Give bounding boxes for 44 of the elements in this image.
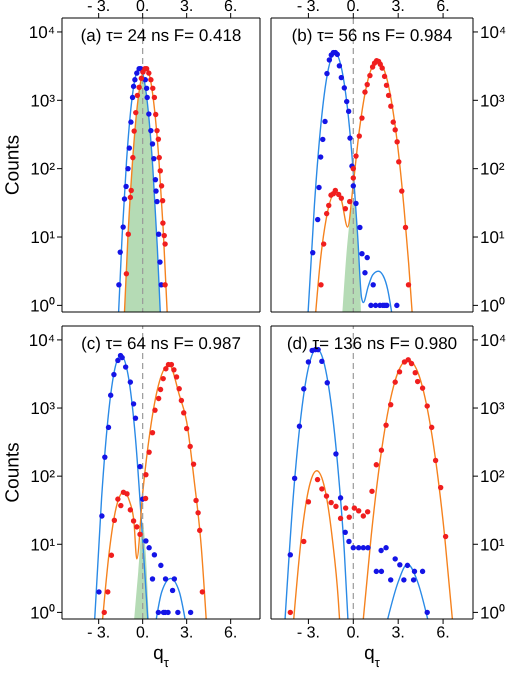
x-axis-title: q$_{τ}$ — [153, 643, 170, 670]
text: (b) τ= 56 ns F= 0.984 — [290, 26, 454, 46]
text: (a) τ= 24 ns F= 0.418 — [80, 26, 242, 46]
y-tick-label: 10¹ — [30, 228, 56, 248]
y2-tick-label: 10⁰ — [480, 296, 505, 316]
x-tick-label: - 3. — [296, 0, 320, 15]
x-tick-label: 3. — [392, 624, 405, 642]
x-tick-label: 0. — [136, 624, 150, 642]
y-tick-label: 10³ — [30, 91, 56, 110]
x-tick-label: 6. — [436, 624, 450, 642]
x-tick-label: - 3. — [87, 624, 110, 642]
x-tick-label: 0. — [346, 624, 360, 642]
y-tick-label: 10¹ — [30, 535, 56, 554]
y-tick-label: 10² — [30, 160, 56, 179]
x-tick-label: 3. — [180, 624, 194, 642]
x-tick-label: 6. — [436, 0, 450, 15]
y2-tick-label: 10² — [480, 467, 505, 486]
x-tick-label: - 3. — [296, 624, 320, 642]
x-tick-label: 6. — [224, 0, 238, 15]
y-tick-label: 10³ — [30, 399, 56, 418]
y2-tick-label: 10³ — [480, 91, 505, 110]
text: (d) τ= 136 ns F= 0.980 — [286, 334, 458, 354]
y2-tick-label: 10¹ — [480, 535, 505, 554]
x-tick-label: 6. — [224, 624, 238, 642]
y-axis-title: Counts — [2, 442, 24, 503]
x-tick-label: 3. — [180, 0, 194, 15]
y-tick-label: 10⁴ — [28, 22, 55, 42]
y-tick-label: 10⁰ — [30, 296, 55, 316]
x-tick-label: 3. — [392, 0, 405, 15]
y2-tick-label: 10⁰ — [480, 603, 505, 622]
y2-tick-label: 10² — [480, 160, 505, 179]
y-tick-label: 10⁴ — [28, 330, 55, 350]
y-tick-label: 10² — [30, 467, 56, 486]
x-axis-title: q$_{τ}$ — [364, 643, 381, 670]
y2-tick-label: 10⁴ — [480, 22, 506, 42]
y2-tick-label: 10¹ — [480, 228, 505, 248]
x-tick-label: 0. — [136, 0, 150, 15]
y2-tick-label: 10³ — [480, 399, 505, 418]
y-axis-title: Counts — [2, 134, 24, 196]
y-tick-label: 10⁰ — [30, 603, 55, 622]
x-tick-label: 0. — [346, 0, 360, 15]
text: (c) τ= 64 ns F= 0.987 — [80, 334, 242, 354]
x-tick-label: - 3. — [87, 0, 110, 15]
y2-tick-label: 10⁴ — [480, 330, 506, 350]
